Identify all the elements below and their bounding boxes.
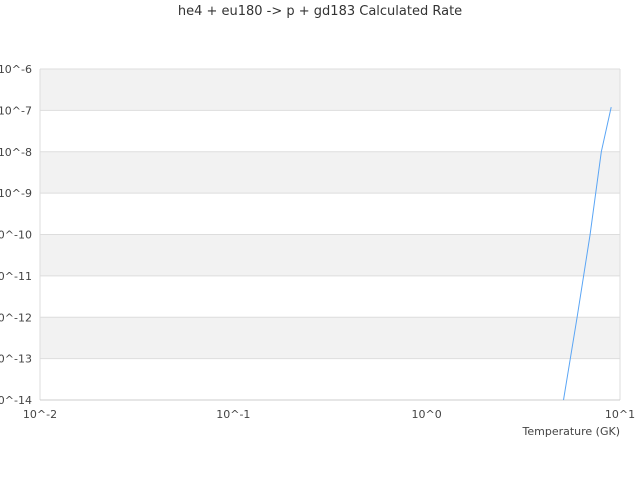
y-tick-label: 10^-14 <box>0 394 32 407</box>
y-tick-label: 10^-7 <box>0 104 32 117</box>
y-tick-label: 10^-10 <box>0 229 32 242</box>
x-axis-label: Temperature (GK) <box>522 425 621 438</box>
y-tick-label: 10^-6 <box>0 63 32 76</box>
chart-title: he4 + eu180 -> p + gd183 Calculated Rate <box>177 4 463 19</box>
x-tick-label: 10^1 <box>605 408 635 421</box>
y-tick-label: 10^-12 <box>0 311 32 324</box>
x-tick-label: 10^-1 <box>216 408 250 421</box>
series-line <box>563 106 612 401</box>
y-tick-label: 10^-8 <box>0 146 32 159</box>
y-tick-label: 10^-9 <box>0 187 32 200</box>
grid-band <box>40 151 620 194</box>
x-tick-label: 10^0 <box>412 408 442 421</box>
y-tick-label: 10^-11 <box>0 270 32 283</box>
y-tick-label: 10^-13 <box>0 353 32 366</box>
grid-band <box>40 69 620 111</box>
grid-band <box>40 317 620 359</box>
x-tick-label: 10^-2 <box>23 408 57 421</box>
grid-band <box>40 234 620 276</box>
